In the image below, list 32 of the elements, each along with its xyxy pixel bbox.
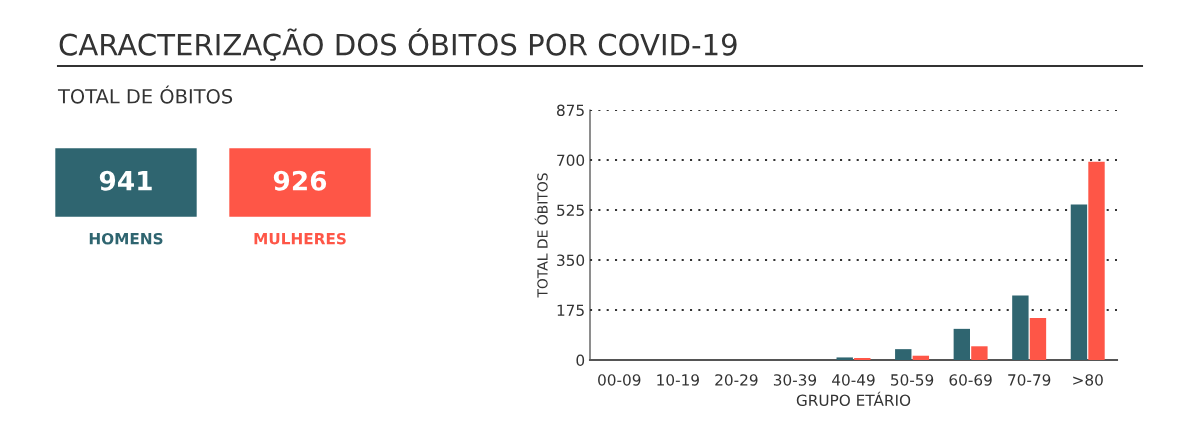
bar: [1012, 295, 1029, 360]
y-tick-label: 525: [557, 204, 584, 217]
bar: [895, 349, 912, 360]
bar: [912, 355, 930, 360]
data-label: 926: [273, 170, 327, 191]
x-tick-label: 50-59: [891, 374, 934, 386]
bar: [1088, 161, 1105, 360]
bar: [836, 357, 853, 360]
bar: [953, 328, 971, 360]
y-tick-label: 700: [557, 154, 585, 167]
y-axis-title: TOTAL DE ÓBITOS: [534, 173, 548, 298]
bar: [971, 346, 988, 360]
y-tick-label: 0: [576, 354, 585, 367]
x-tick-label: 30-39: [773, 374, 817, 386]
x-tick-label: 10-19: [657, 374, 699, 386]
category-label: MULHERES: [254, 232, 346, 245]
category-label: HOMENS: [89, 232, 163, 245]
y-tick-label: 175: [557, 304, 584, 317]
x-tick-label: 00-09: [598, 374, 641, 386]
bar: [1029, 318, 1047, 360]
x-tick-label: 70-79: [1008, 374, 1051, 386]
x-tick-label: 40-49: [832, 374, 875, 386]
x-axis-title: GRUPO ETÁRIO: [796, 391, 911, 407]
x-tick-label: 20-29: [715, 374, 758, 386]
data-label: 941: [99, 170, 152, 191]
x-tick-label: 60-69: [949, 374, 992, 386]
x-tick-label: >80: [1073, 374, 1103, 386]
text: TOTAL DE ÓBITOS: [57, 85, 233, 104]
text: CARACTERIZAÇÃO DOS ÓBITOS POR COVID-19: [59, 28, 737, 61]
bar: [1070, 204, 1088, 360]
y-tick-label: 350: [557, 254, 585, 267]
y-tick-label: 875: [557, 104, 584, 117]
